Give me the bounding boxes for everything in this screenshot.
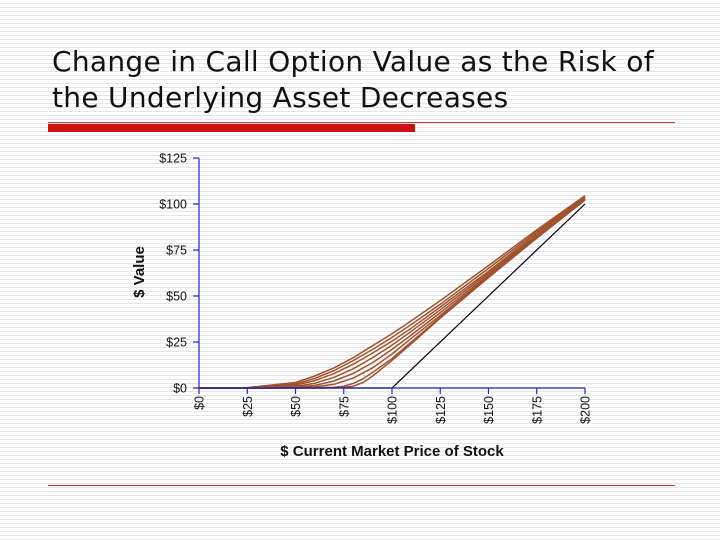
- option-value-curve-8: [199, 199, 586, 389]
- y-axis-title: $ Value: [131, 246, 148, 298]
- y-tick-label: $25: [166, 336, 187, 350]
- x-tick-label: $150: [482, 396, 496, 424]
- title-underline-thin: [48, 122, 675, 123]
- y-tick-label: $0: [173, 382, 187, 396]
- x-tick-label: $100: [386, 396, 400, 424]
- x-axis-ticks: $0 $25 $50 $75 $100 $125 $150 $175 $200: [193, 388, 593, 424]
- option-value-curve-1: [198, 195, 586, 389]
- y-axis-ticks: $0 $25 $50 $75 $100 $125: [159, 152, 199, 396]
- x-axis-title: $ Current Market Price of Stock: [280, 443, 504, 460]
- x-tick-label: $25: [241, 396, 255, 417]
- x-tick-label: $175: [530, 396, 544, 424]
- option-value-curve-2: [198, 195, 586, 389]
- x-tick-label: $125: [434, 396, 448, 424]
- y-tick-label: $75: [166, 244, 187, 258]
- x-tick-label: $50: [289, 396, 303, 417]
- option-value-curve-4: [199, 197, 586, 389]
- x-tick-label: $0: [193, 396, 207, 410]
- option-value-curve-3: [199, 196, 586, 389]
- y-tick-label: $125: [159, 152, 187, 166]
- slide-title: Change in Call Option Value as the Risk …: [52, 45, 654, 114]
- y-tick-label: $100: [159, 198, 187, 212]
- title-underline-accent: [48, 124, 415, 132]
- x-tick-label: $200: [579, 396, 593, 424]
- y-tick-label: $50: [166, 290, 187, 304]
- x-tick-label: $75: [337, 396, 351, 417]
- series-lines: [198, 195, 586, 389]
- footer-rule: [48, 485, 675, 486]
